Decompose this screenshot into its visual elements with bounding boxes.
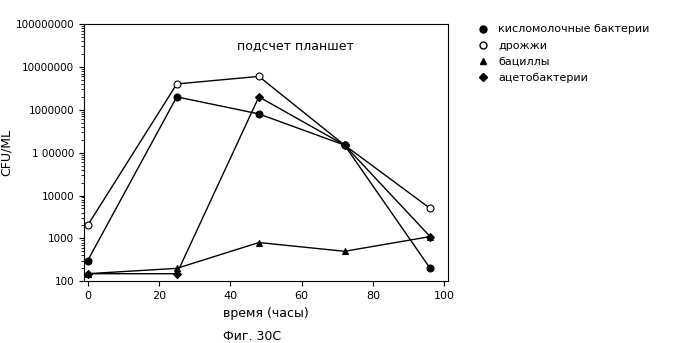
Y-axis label: CFU/ML: CFU/ML — [0, 129, 13, 176]
Text: подсчет планшет: подсчет планшет — [237, 39, 354, 52]
Legend: кисломолочные бактерии, дрожжи, бациллы, ацетобактерии: кисломолочные бактерии, дрожжи, бациллы,… — [472, 24, 650, 83]
X-axis label: время (часы): время (часы) — [223, 307, 309, 320]
Text: Фиг. 30С: Фиг. 30С — [223, 330, 281, 343]
